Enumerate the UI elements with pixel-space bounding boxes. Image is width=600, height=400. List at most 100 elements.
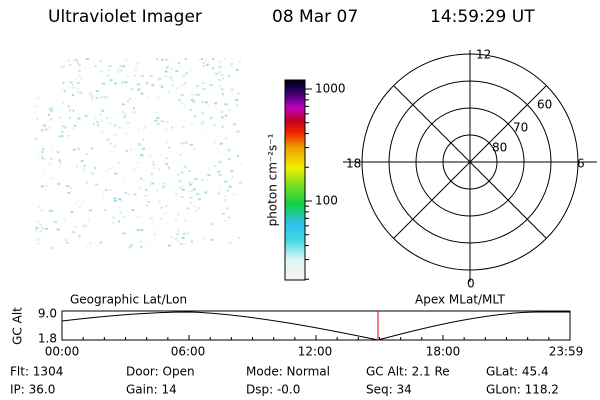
pixel <box>166 121 169 123</box>
pixel <box>235 99 239 102</box>
pixel <box>176 233 180 236</box>
pixel <box>36 220 39 223</box>
pixel <box>190 240 193 243</box>
pixel <box>230 62 233 65</box>
strip-title: Geographic Lat/Lon <box>70 293 187 307</box>
pixel <box>176 229 180 232</box>
pixel <box>42 157 45 160</box>
pixel <box>150 172 153 175</box>
pixel <box>161 182 165 185</box>
pixel <box>86 219 90 222</box>
colorbar-tick-label: 1000 <box>315 82 346 96</box>
pixel <box>90 95 94 98</box>
pixel <box>66 242 69 244</box>
pixel <box>114 199 117 202</box>
pixel <box>91 172 94 175</box>
pixel <box>59 161 62 164</box>
pixel <box>183 104 186 107</box>
strip-axis-label: GC Alt <box>11 307 25 345</box>
pixel <box>228 109 231 112</box>
pixel <box>177 160 180 163</box>
pixel <box>208 168 211 171</box>
pixel <box>116 111 119 114</box>
pixel <box>198 193 201 196</box>
pixel <box>180 171 184 174</box>
pixel <box>201 112 204 115</box>
pixel <box>224 199 227 201</box>
pixel <box>213 141 216 144</box>
pixel <box>76 82 80 85</box>
pixel <box>106 138 110 141</box>
pixel <box>151 84 155 87</box>
pixel <box>221 116 224 119</box>
pixel <box>176 240 180 243</box>
lat-label: 70 <box>513 121 528 135</box>
pixel <box>207 174 211 176</box>
strip-ticks <box>61 335 571 340</box>
pixel <box>35 226 39 229</box>
pixel <box>176 173 180 176</box>
pixel <box>85 58 89 60</box>
pixel <box>75 59 79 62</box>
pixel <box>165 157 168 160</box>
pixel <box>82 223 85 226</box>
pixel <box>131 209 135 212</box>
pixel <box>51 107 54 110</box>
pixel <box>70 211 74 214</box>
pixel <box>84 114 88 117</box>
lat-label: 60 <box>537 98 552 112</box>
pixel <box>109 188 112 191</box>
pixel <box>153 226 156 229</box>
pixel <box>69 81 73 84</box>
pixel <box>195 209 198 212</box>
pixel <box>181 188 185 191</box>
pixel <box>226 207 229 210</box>
pixel <box>213 123 216 126</box>
pixel <box>186 232 190 235</box>
pixel <box>126 75 130 78</box>
pixel <box>39 223 43 226</box>
pixel <box>94 65 97 68</box>
pixel <box>162 187 164 189</box>
pixel <box>237 92 240 95</box>
pixel <box>196 93 199 96</box>
pixel <box>113 102 116 105</box>
pixel <box>89 92 93 95</box>
pixel <box>139 240 143 243</box>
pixel <box>174 193 178 196</box>
pixel <box>170 236 173 239</box>
pixel <box>192 188 196 191</box>
pixel <box>67 191 71 194</box>
pixel <box>138 129 140 132</box>
pixel <box>239 181 243 184</box>
pixel <box>210 238 214 241</box>
pixel <box>41 227 45 230</box>
pixel <box>217 151 220 154</box>
pixel <box>83 168 86 171</box>
pixel <box>220 74 224 76</box>
pixel <box>49 177 53 179</box>
pixel <box>140 153 144 156</box>
pixel <box>206 104 210 107</box>
pixel <box>127 193 131 196</box>
mlt-label: 6 <box>577 157 585 171</box>
pixel <box>71 84 74 87</box>
pixel <box>195 193 199 196</box>
pixel <box>180 243 182 245</box>
pixel <box>164 75 168 78</box>
pixel <box>229 179 232 182</box>
pixel <box>165 66 169 69</box>
pixel <box>167 166 170 169</box>
pixel <box>171 126 174 129</box>
pixel <box>72 231 76 234</box>
pixel <box>93 122 96 125</box>
pixel <box>179 66 182 69</box>
pixel <box>100 119 104 122</box>
pixel <box>159 154 162 157</box>
pixel <box>163 212 167 215</box>
pixel <box>126 121 130 124</box>
pixel <box>147 200 151 203</box>
pixel <box>60 66 64 69</box>
pixel <box>117 68 121 71</box>
pixel <box>218 60 222 63</box>
